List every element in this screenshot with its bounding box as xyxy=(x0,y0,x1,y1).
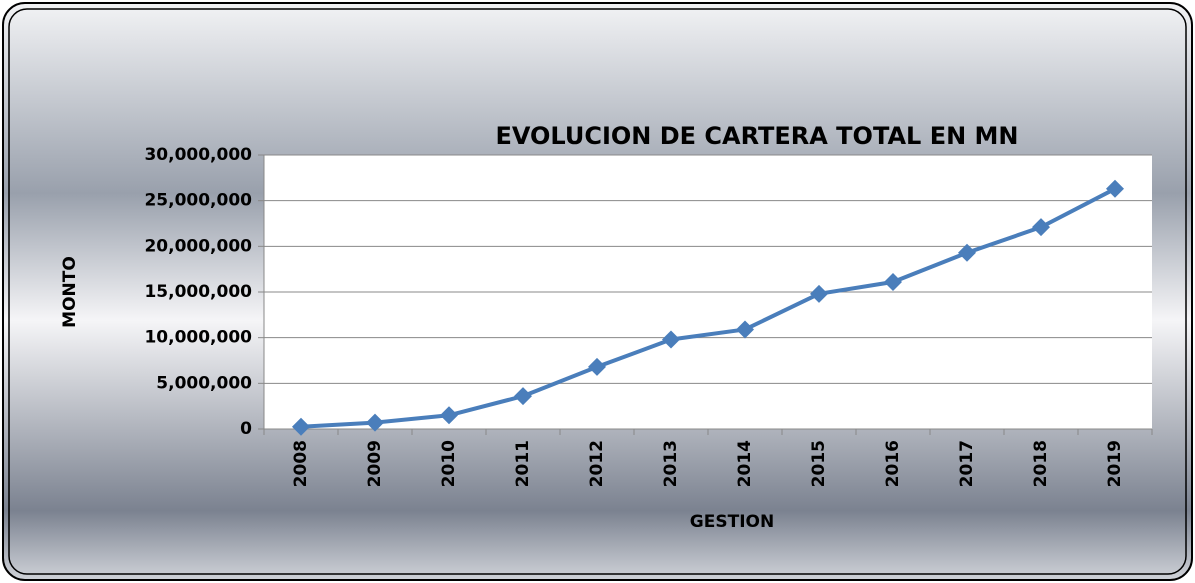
y-tick-label: 5,000,000 xyxy=(156,373,252,393)
x-tick-label: 2018 xyxy=(1031,440,1051,487)
line xyxy=(300,187,1116,429)
marker xyxy=(366,413,384,432)
marker xyxy=(514,387,532,406)
x-tick-label: 2017 xyxy=(957,440,977,487)
marker xyxy=(588,357,606,376)
marker xyxy=(440,406,458,425)
x-tick-label: 2010 xyxy=(439,440,459,487)
marker xyxy=(958,243,976,262)
marker xyxy=(736,320,754,339)
x-tick-label: 2016 xyxy=(883,440,903,487)
x-tick-label: 2013 xyxy=(661,440,681,487)
x-tick-label: 2009 xyxy=(365,440,385,487)
chart-title: EVOLUCION DE CARTERA TOTAL EN MN xyxy=(495,122,1018,150)
y-tick-label: 30,000,000 xyxy=(144,145,252,165)
y-tick-label: 25,000,000 xyxy=(144,191,252,211)
x-tick-label: 2019 xyxy=(1105,440,1125,487)
marker xyxy=(1106,179,1124,198)
marker xyxy=(292,417,310,436)
x-tick-label: 2015 xyxy=(809,440,829,487)
x-tick-label: 2014 xyxy=(735,440,755,487)
marker xyxy=(662,330,680,349)
y-tick-label: 15,000,000 xyxy=(144,282,252,302)
x-tick-label: 2012 xyxy=(587,440,607,487)
y-tick-label: 0 xyxy=(240,419,252,439)
marker xyxy=(884,272,902,291)
marker xyxy=(1032,218,1050,237)
y-tick-label: 10,000,000 xyxy=(144,328,252,348)
x-tick-label: 2008 xyxy=(291,440,311,487)
x-tick-label: 2011 xyxy=(513,440,533,487)
y-axis-label: MONTO xyxy=(60,256,80,328)
chart-frame-inner xyxy=(8,8,1187,575)
marker xyxy=(810,284,828,303)
y-tick-label: 20,000,000 xyxy=(144,236,252,256)
x-axis-label: GESTION xyxy=(690,512,774,532)
